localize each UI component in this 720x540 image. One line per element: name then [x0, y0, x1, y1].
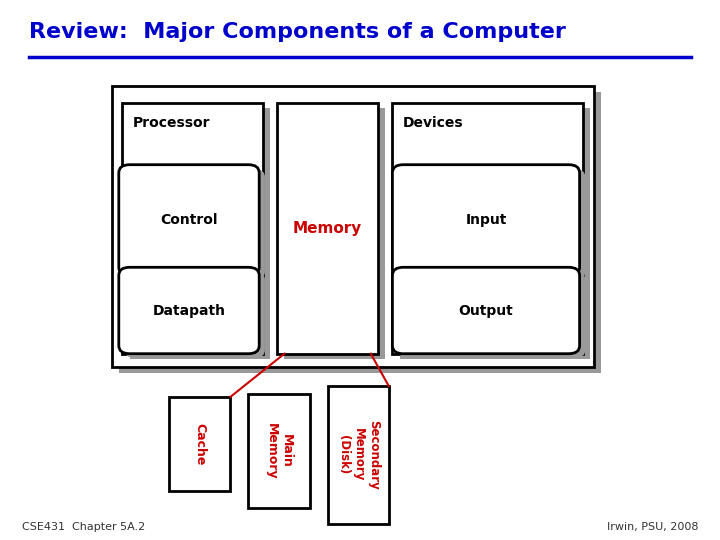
FancyBboxPatch shape — [119, 267, 259, 354]
FancyBboxPatch shape — [392, 165, 580, 275]
Bar — [400, 108, 590, 359]
Bar — [328, 386, 389, 524]
Bar — [248, 394, 310, 508]
FancyBboxPatch shape — [125, 272, 265, 358]
Text: Cache: Cache — [193, 423, 207, 465]
FancyBboxPatch shape — [398, 169, 585, 280]
Bar — [130, 108, 270, 359]
Bar — [112, 86, 594, 367]
Text: CSE431  Chapter 5A.2: CSE431 Chapter 5A.2 — [22, 522, 145, 532]
Bar — [328, 386, 389, 524]
Bar — [392, 103, 583, 354]
Bar — [169, 397, 230, 491]
Text: Output: Output — [459, 303, 513, 318]
Text: Main
Memory: Main Memory — [265, 423, 293, 479]
Bar — [277, 103, 378, 354]
Text: Devices: Devices — [403, 116, 464, 130]
Bar — [169, 397, 230, 491]
Text: Memory: Memory — [293, 221, 362, 235]
Bar — [119, 92, 601, 373]
Bar — [284, 108, 385, 359]
Bar — [248, 394, 310, 508]
Text: Review:  Major Components of a Computer: Review: Major Components of a Computer — [29, 22, 566, 42]
Bar — [122, 103, 263, 354]
Text: Input: Input — [465, 213, 507, 227]
Text: Irwin, PSU, 2008: Irwin, PSU, 2008 — [607, 522, 698, 532]
Text: Datapath: Datapath — [153, 303, 225, 318]
FancyBboxPatch shape — [392, 267, 580, 354]
FancyBboxPatch shape — [398, 272, 585, 358]
Text: Processor: Processor — [133, 116, 211, 130]
FancyBboxPatch shape — [125, 169, 265, 280]
FancyBboxPatch shape — [119, 165, 259, 275]
Text: Secondary
Memory
(Disk): Secondary Memory (Disk) — [337, 420, 379, 490]
Text: Control: Control — [161, 213, 217, 227]
